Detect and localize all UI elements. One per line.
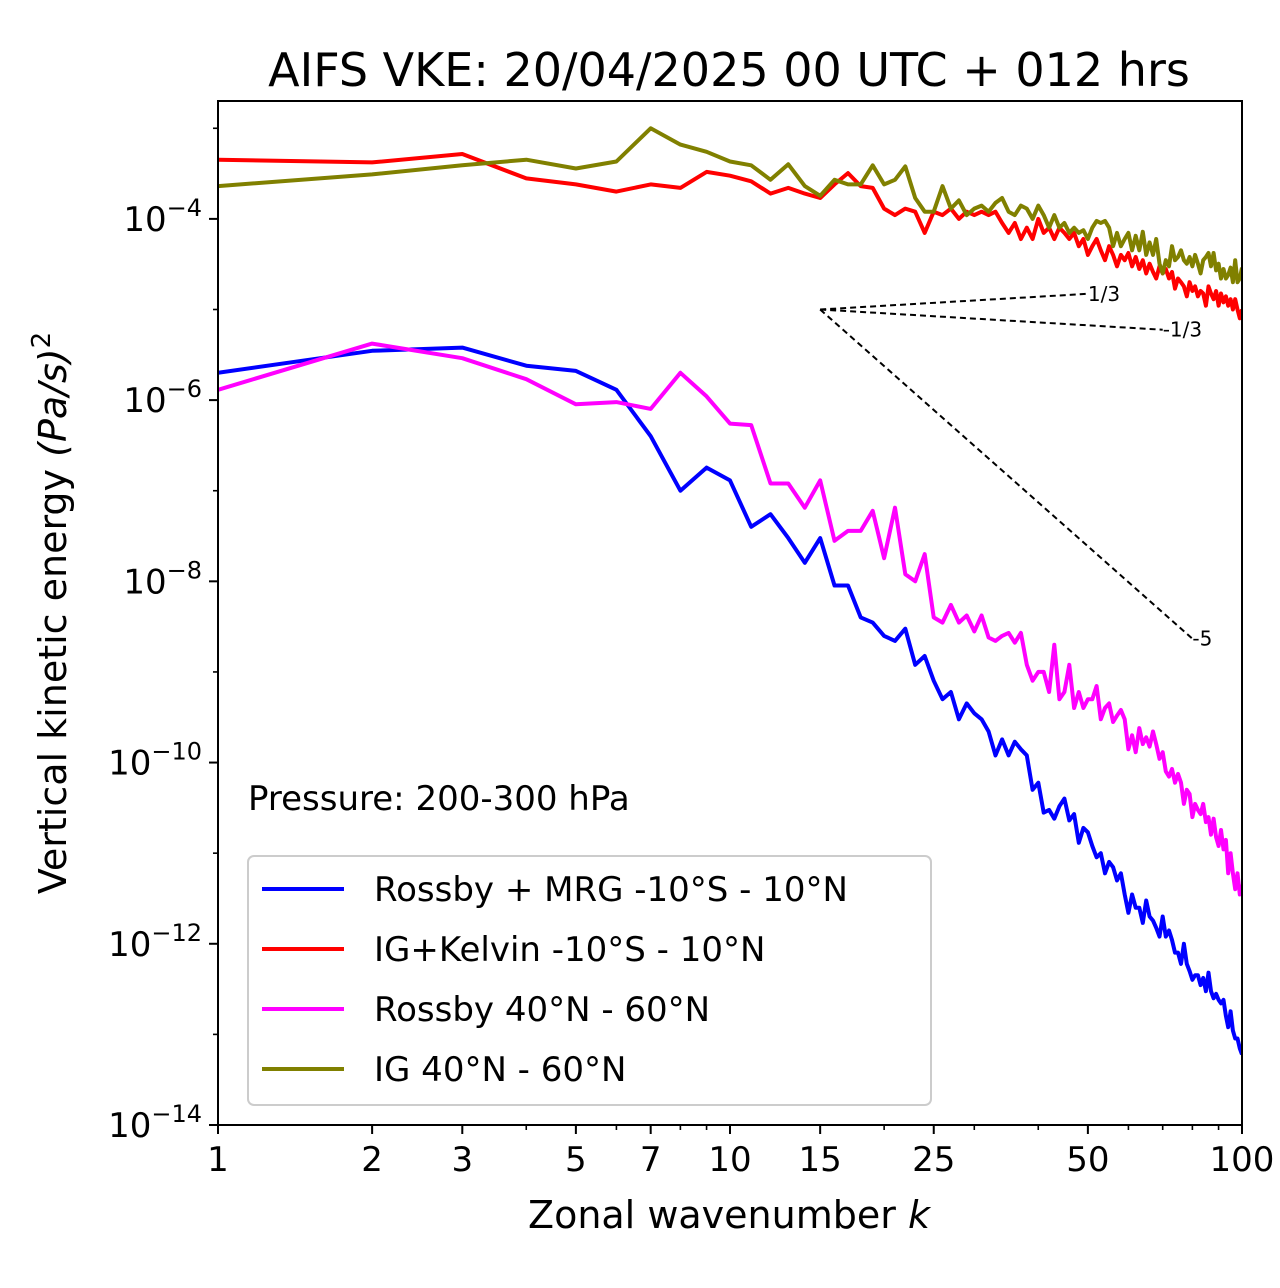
series-line-2 [218,152,1242,321]
pressure-annotation: Pressure: 200-300 hPa [248,779,630,819]
y-tick-label: 10−12 [108,919,202,965]
series-line-3 [218,341,1242,897]
y-axis-label-units: (Pa/s) [31,348,75,456]
reference-slope-line-3 [819,308,1194,640]
x-axis-label-text: Zonal wavenumber [528,1193,896,1237]
x-axis-ticks: 1 2 3 5 7 10 15 25 50 100 [207,1125,1274,1180]
x-tick-label: 1 [207,1140,229,1180]
y-axis-label: Vertical kinetic energy (Pa/s)2 [27,332,75,894]
legend-box [247,855,932,1106]
y-tick-label: 10−14 [108,1100,202,1146]
x-axis-label-var: k [908,1193,932,1237]
x-tick-label: 100 [1210,1140,1275,1180]
series-line-4 [218,126,1242,285]
reference-slope-line-2 [820,308,1163,331]
x-tick-label: 15 [799,1140,842,1180]
reference-slope-label-2: -1/3 [1163,318,1202,342]
legend-label-4: IG 40°N - 60°N [374,1050,626,1090]
chart-title: AIFS VKE: 20/04/2025 00 UTC + 012 hrs [268,43,1190,97]
legend-label-2: IG+Kelvin -10°S - 10°N [374,930,765,970]
x-tick-label: 50 [1066,1140,1109,1180]
y-tick-label: 10−10 [108,738,202,784]
y-tick-label: 10−4 [123,194,202,240]
x-tick-label: 2 [361,1140,383,1180]
x-tick-label: 3 [451,1140,473,1180]
y-tick-label: 10−6 [123,375,202,421]
reference-slope-line-1 [820,292,1088,311]
legend-label-3: Rossby 40°N - 60°N [374,990,710,1030]
reference-slope-label-1: 1/3 [1088,282,1120,306]
legend-label-1: Rossby + MRG -10°S - 10°N [374,870,848,910]
y-axis-ticks: 10−14 10−12 10−10 10−8 10−6 10−4 [108,127,218,1146]
x-tick-label: 5 [565,1140,587,1180]
series-layer [218,126,1242,1056]
y-axis-label-exponent: 2 [27,332,57,349]
legend: Rossby + MRG -10°S - 10°N IG+Kelvin -10°S… [247,855,932,1106]
y-tick-label: 10−8 [123,556,202,602]
x-tick-label: 7 [640,1140,662,1180]
x-tick-label: 10 [708,1140,751,1180]
reference-slopes: 1/3 -1/3 -5 [819,282,1212,651]
reference-slope-label-3: -5 [1192,627,1212,651]
y-axis-label-text: Vertical kinetic energy [31,469,75,894]
series-line-1 [218,345,1242,1056]
x-tick-label: 25 [912,1140,955,1180]
x-axis-label: Zonal wavenumber k [528,1193,932,1237]
